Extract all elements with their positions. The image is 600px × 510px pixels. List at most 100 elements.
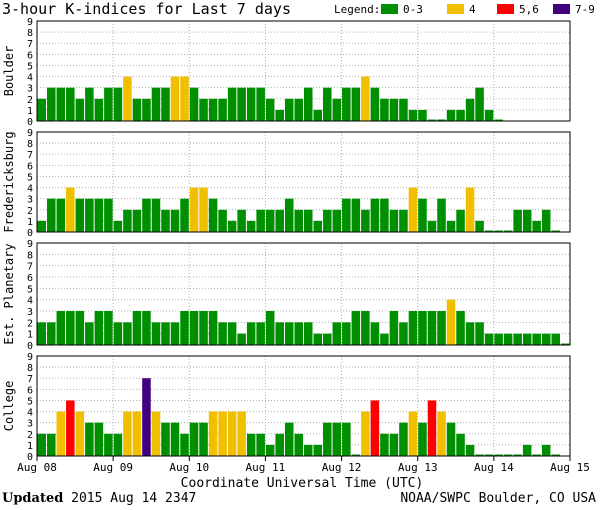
k-index-bar (151, 198, 161, 232)
k-index-bar (332, 322, 342, 345)
k-index-bar (237, 87, 246, 121)
k-index-bar (208, 198, 218, 232)
k-index-bar (85, 87, 94, 121)
y-tick-label: 8 (27, 28, 33, 39)
k-index-bar (446, 220, 456, 232)
k-index-bar (399, 322, 408, 345)
k-index-bar (380, 198, 389, 232)
k-index-bar (361, 411, 370, 456)
k-index-bar (418, 109, 427, 121)
y-tick-label: 5 (27, 61, 33, 72)
k-index-bar (237, 209, 246, 232)
k-index-bar (256, 322, 265, 345)
k-index-bar (75, 311, 85, 345)
k-index-bar (446, 299, 456, 345)
y-tick-label: 4 (27, 296, 33, 307)
k-index-bar (399, 98, 408, 121)
k-index-bar (227, 87, 237, 121)
x-tick-label: Aug 11 (246, 461, 286, 474)
page-title: 3-hour K-indices for Last 7 days (2, 0, 291, 18)
k-index-bar (503, 333, 513, 345)
y-tick-label: 8 (27, 363, 33, 374)
k-index-bar (104, 311, 113, 345)
k-index-bar (475, 322, 484, 345)
k-index-bar (342, 422, 351, 456)
k-index-bar (541, 209, 551, 232)
x-tick-label: Aug 13 (398, 461, 438, 474)
k-index-bar (532, 220, 541, 232)
legend-item-5-6: 5,6 (497, 3, 539, 16)
k-index-bar (437, 198, 446, 232)
x-tick-label: Aug 09 (93, 461, 133, 474)
k-index-bar (246, 87, 256, 121)
k-index-bar (399, 209, 408, 232)
k-index-bar (304, 209, 313, 232)
k-index-bar (541, 333, 551, 345)
k-index-bar (284, 422, 294, 456)
k-index-bar (342, 87, 351, 121)
k-index-bar (75, 98, 85, 121)
y-tick-label: 8 (27, 139, 33, 150)
k-index-bar (304, 444, 313, 456)
k-index-bar (399, 422, 408, 456)
k-index-bar (208, 311, 218, 345)
k-index-bar (189, 422, 199, 456)
k-index-bar (332, 422, 342, 456)
k-index-bar (408, 187, 418, 232)
k-index-bar (37, 433, 47, 456)
x-tick-label: Aug 08 (17, 461, 57, 474)
k-index-bar (85, 322, 94, 345)
y-tick-label: 1 (27, 106, 33, 117)
y-tick-label: 6 (27, 273, 33, 284)
k-index-bar (551, 230, 560, 232)
k-index-bar (513, 454, 522, 456)
k-index-bar (284, 198, 294, 232)
k-index-bar (94, 98, 104, 121)
k-index-bar (370, 198, 380, 232)
k-index-bar (237, 333, 246, 345)
y-tick-label: 1 (27, 330, 33, 341)
k-index-bar (494, 230, 503, 232)
k-index-bar (37, 322, 47, 345)
y-tick-label: 4 (27, 184, 33, 195)
legend-item-4: 4 (447, 3, 476, 16)
k-index-bar (66, 187, 75, 232)
k-index-bar (513, 209, 522, 232)
legend-item-label: 0-3 (403, 3, 423, 16)
k-index-bar (227, 411, 237, 456)
y-tick-label: 7 (27, 262, 33, 273)
panel-frame (36, 355, 571, 457)
k-index-bar (294, 433, 303, 456)
k-index-bar (418, 198, 427, 232)
panel-frame (36, 242, 571, 346)
updated-value: 2015 Aug 14 2347 (71, 491, 197, 506)
x-tick-label: Aug 15 (550, 461, 590, 474)
k-index-bar (265, 311, 275, 345)
k-index-bar (218, 98, 227, 121)
k-index-bar (94, 422, 104, 456)
k-index-bar (494, 119, 503, 121)
y-tick-label: 6 (27, 385, 33, 396)
legend-swatch (553, 4, 570, 14)
k-index-bar (142, 311, 151, 345)
k-index-bar (218, 209, 227, 232)
k-index-bar (75, 411, 85, 456)
k-index-bar (351, 454, 361, 456)
k-index-bar (275, 433, 284, 456)
y-tick-label: 7 (27, 150, 33, 161)
k-index-bar (389, 433, 399, 456)
k-index-bar (456, 209, 465, 232)
x-tick-label: Aug 12 (322, 461, 362, 474)
k-index-bar (484, 109, 494, 121)
k-index-bar (370, 322, 380, 345)
k-index-bar (56, 198, 66, 232)
k-index-bar (37, 220, 47, 232)
legend-item-label: 4 (469, 3, 476, 16)
k-index-bar (265, 98, 275, 121)
k-index-bar (113, 87, 123, 121)
k-index-bar (256, 209, 265, 232)
k-index-bar (151, 411, 161, 456)
k-index-bar (313, 220, 323, 232)
k-index-bar (522, 209, 532, 232)
